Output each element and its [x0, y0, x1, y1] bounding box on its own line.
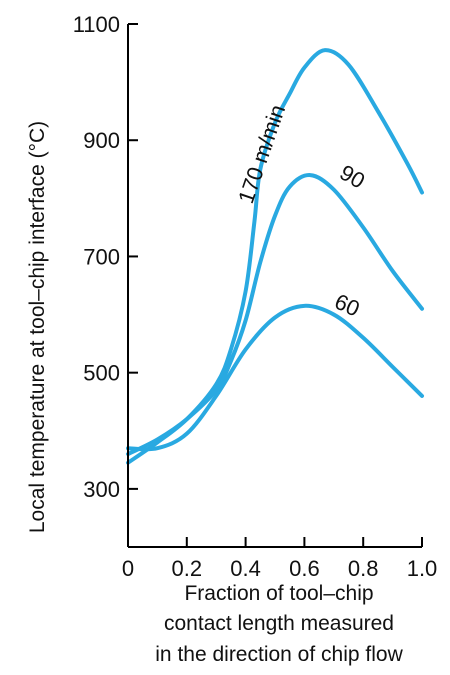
axes-group — [127, 24, 422, 548]
y-tick-label: 1100 — [73, 12, 120, 37]
x-tick-label: 0 — [122, 556, 134, 581]
y-tick-label: 700 — [83, 244, 120, 269]
y-axis-label: Local temperature at tool–chip interface… — [26, 121, 49, 533]
series-label-90: 90 — [336, 160, 370, 194]
y-ticks-group: 300 500 700 900 1100 — [73, 12, 138, 502]
x-tick-label: 0.6 — [289, 556, 320, 581]
x-axis-label-line-1: Fraction of tool–chip — [184, 582, 373, 605]
x-tick-label: 0.2 — [172, 556, 203, 581]
y-tick-label: 900 — [83, 128, 120, 153]
x-tick-label: 0.4 — [230, 556, 261, 581]
series-line-0 — [126, 48, 424, 465]
y-tick-label: 500 — [83, 361, 120, 386]
series-line-1 — [126, 173, 424, 457]
series-label-170: 170 m/min — [233, 101, 290, 206]
x-axis-label-line-2: contact length measured — [164, 612, 394, 635]
y-tick-label: 300 — [83, 477, 120, 502]
x-tick-label: 1.0 — [407, 556, 438, 581]
curves-group — [126, 48, 424, 465]
series-line-2 — [126, 303, 424, 452]
x-ticks-group: 0 0.2 0.4 0.6 0.8 1.0 — [122, 537, 437, 581]
x-tick-label: 0.8 — [348, 556, 379, 581]
x-axis-label-line-3: in the direction of chip flow — [155, 643, 403, 666]
